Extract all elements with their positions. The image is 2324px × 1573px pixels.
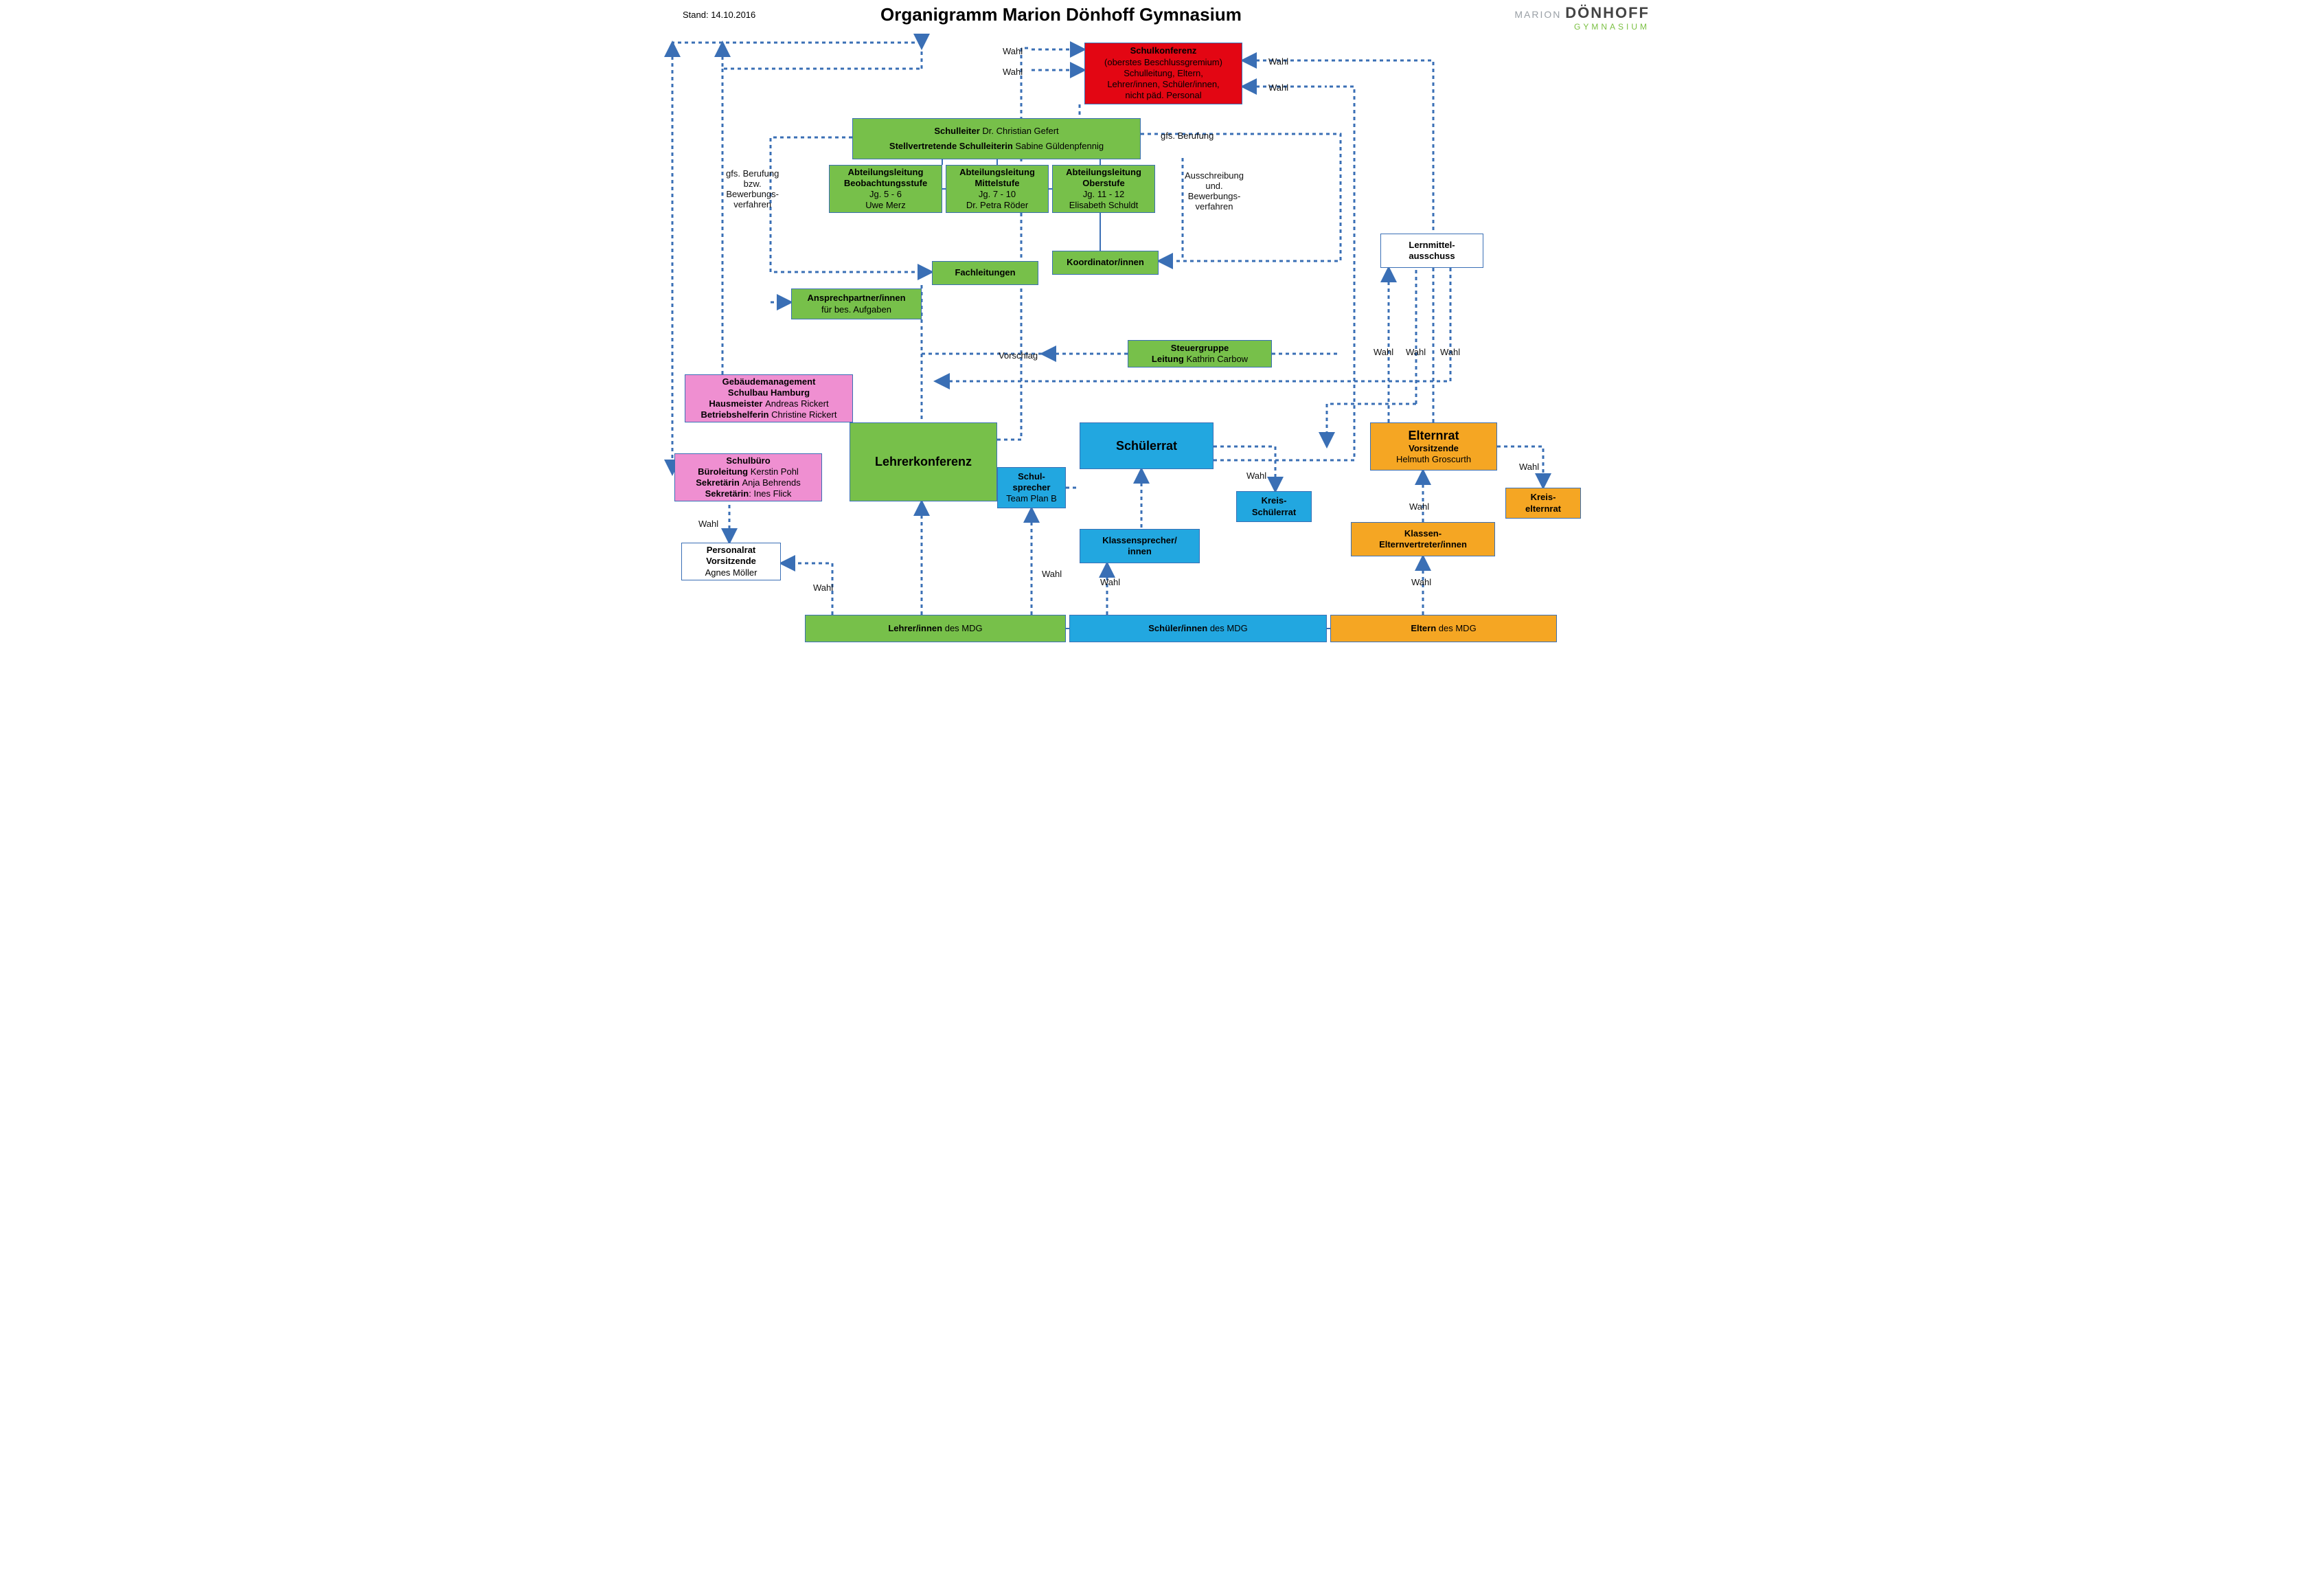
logo-marion: MARION (1514, 9, 1565, 20)
box-kreiselternrat: Kreis-elternrat (1505, 488, 1581, 519)
box-lehrer: Lehrer/innen des MDG (805, 615, 1066, 642)
box-schulleitung: Schulleiter Dr. Christian GefertStellver… (852, 118, 1141, 159)
label-wahlKlEV: Wahl (1411, 577, 1431, 587)
label-wahlLM3: Wahl (1440, 347, 1460, 357)
box-klassenEV: Klassen-Elternvertreter/innen (1351, 522, 1495, 556)
box-schulsprecher: Schul-sprecherTeam Plan B (997, 467, 1066, 508)
label-vorschlag: Vorschlag (999, 350, 1038, 361)
box-gebaeude: GebäudemanagementSchulbau HamburgHausmei… (685, 374, 853, 422)
box-fachleitungen: Fachleitungen (932, 261, 1038, 285)
logo: MARION DÖNHOFF GYMNASIUM (1514, 4, 1650, 32)
label-wahlSSp: Wahl (1042, 569, 1062, 579)
label-wahl3: Wahl (1268, 56, 1288, 67)
label-wahlSR: Wahl (1246, 471, 1266, 481)
label-wahlLM1: Wahl (1374, 347, 1393, 357)
box-kreisschuelerrat: Kreis-Schülerrat (1236, 491, 1312, 522)
stand-label: Stand: 14.10.2016 (683, 10, 755, 20)
label-wahlPR: Wahl (698, 519, 718, 529)
label-ausschr: Ausschreibung und. Bewerbungs- verfahren (1185, 170, 1244, 212)
label-wahlER: Wahl (1409, 501, 1429, 512)
box-abt1: AbteilungsleitungBeobachtungsstufeJg. 5 … (829, 165, 942, 213)
label-wahlLM2: Wahl (1406, 347, 1426, 357)
label-wahl2: Wahl (1003, 67, 1023, 77)
logo-doenhoff: DÖNHOFF (1565, 4, 1650, 21)
label-wahlLK: Wahl (813, 582, 833, 593)
box-steuergruppe: SteuergruppeLeitung Kathrin Carbow (1128, 340, 1272, 367)
box-elternrat: ElternratVorsitzendeHelmuth Groscurth (1370, 422, 1497, 471)
logo-sub: GYMNASIUM (1514, 22, 1650, 32)
box-schueler: Schüler/innen des MDG (1069, 615, 1327, 642)
box-lernmittel: Lernmittel-ausschuss (1380, 234, 1483, 268)
box-eltern: Eltern des MDG (1330, 615, 1557, 642)
box-abt2: AbteilungsleitungMittelstufeJg. 7 - 10Dr… (946, 165, 1049, 213)
box-schuelerrat: Schülerrat (1080, 422, 1214, 469)
box-lehrerkonf: Lehrerkonferenz (850, 422, 997, 501)
label-wahl1: Wahl (1003, 46, 1023, 56)
label-gfsBerufBew: gfs. Berufung bzw. Bewerbungs- verfahren (726, 168, 779, 210)
box-schulbuero: SchulbüroBüroleitung Kerstin PohlSekretä… (674, 453, 822, 501)
box-ansprech: Ansprechpartner/innenfür bes. Aufgaben (791, 288, 922, 319)
box-abt3: AbteilungsleitungOberstufeJg. 11 - 12Eli… (1052, 165, 1155, 213)
box-schulkonferenz: Schulkonferenz(oberstes Beschlussgremium… (1084, 43, 1242, 104)
box-koordinatoren: Koordinator/innen (1052, 251, 1159, 275)
label-gfsBerufung: gfs. Berufung (1161, 131, 1214, 141)
page-title: Organigramm Marion Dönhoff Gymnasium (880, 4, 1242, 25)
box-klassensprecher: Klassensprecher/innen (1080, 529, 1200, 563)
label-wahl4: Wahl (1268, 82, 1288, 93)
label-wahlKER: Wahl (1519, 462, 1539, 472)
box-personalrat: PersonalratVorsitzendeAgnes Möller (681, 543, 781, 580)
label-wahlKS: Wahl (1100, 577, 1120, 587)
